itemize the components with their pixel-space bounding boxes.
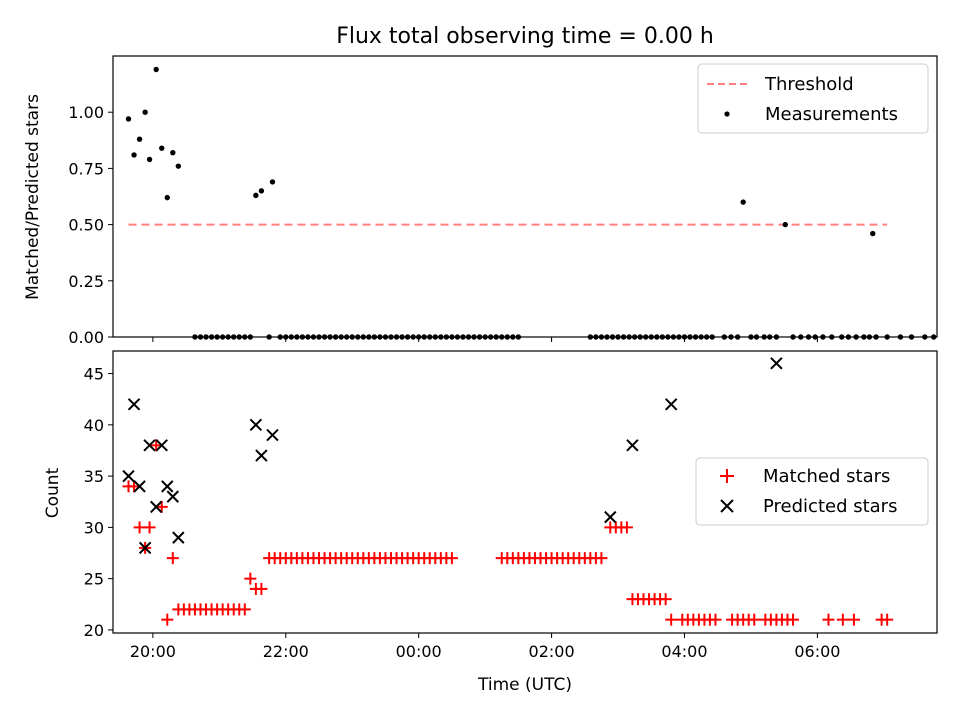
predicted-star-point	[122, 469, 135, 483]
top-y-tick-label: 0.75	[68, 159, 104, 178]
measurement-point	[164, 194, 170, 201]
top-y-tick-label: 0.25	[68, 272, 104, 291]
predicted-star-point	[626, 439, 639, 452]
top-y-tick-label: 0.50	[68, 216, 104, 235]
legend-predicted-label: Predicted stars	[763, 496, 897, 517]
bottom-plot-area: 20 25 30 35 40 45 20:00 22:00 00:00 02:00 04:00 06:…	[84, 357, 894, 661]
measurement-point	[131, 152, 137, 158]
bottom-x-axis-label: Time (UTC)	[477, 675, 572, 695]
measurement-point	[142, 109, 148, 115]
matched-star-point	[238, 603, 251, 616]
predicted-star-point	[770, 357, 783, 370]
predicted-star-point	[127, 398, 141, 411]
matched-star-point	[847, 613, 860, 626]
matched-star-point	[150, 439, 163, 452]
matched-star-point	[143, 521, 156, 534]
matched-star-point	[166, 552, 179, 565]
matched-star-point	[128, 480, 141, 493]
measurement-point	[175, 163, 182, 169]
bottom-x-tick-label: 00:00	[396, 642, 442, 661]
matched-star-point	[665, 613, 678, 626]
predicted-star-point	[664, 398, 678, 411]
matched-star-point	[881, 613, 894, 626]
measurement-point	[159, 145, 165, 151]
bottom-plot-frame	[112, 350, 938, 634]
matched-star-point	[445, 552, 458, 565]
legend-matched-swatch	[720, 469, 734, 483]
predicted-star-point	[155, 439, 168, 452]
top-legend: Threshold Measurements	[697, 63, 929, 134]
measurement-point	[269, 179, 276, 185]
top-y-tick-label: 1.00	[68, 103, 104, 122]
predicted-star-point	[143, 439, 156, 452]
matched-star-point	[836, 613, 849, 626]
predicted-star-point	[166, 490, 180, 503]
matched-star-point	[255, 582, 268, 595]
predicted-star-point	[266, 428, 279, 442]
bottom-x-tick-label: 22:00	[263, 642, 309, 661]
bottom-legend-box	[695, 457, 929, 526]
predicted-star-point	[161, 480, 174, 493]
measurement-point	[170, 149, 176, 156]
predicted-star-point	[138, 541, 152, 555]
matched-star-point	[161, 613, 174, 626]
bottom-y-tick-label: 20	[84, 621, 104, 640]
predicted-star-point	[149, 500, 163, 514]
bottom-x-tick-label: 20:00	[130, 642, 176, 661]
matched-star-point	[659, 593, 672, 606]
matched-star-point	[787, 613, 800, 626]
bottom-x-tick-label: 06:00	[794, 642, 840, 661]
predicted-star-point	[249, 418, 263, 432]
top-plot-frame	[112, 55, 938, 338]
matched-star-point	[709, 613, 722, 626]
measurement-point	[153, 66, 159, 73]
measurement-point	[740, 199, 746, 205]
legend-measurements-swatch	[724, 111, 730, 117]
legend-measurements-label: Measurements	[765, 104, 898, 125]
bottom-legend: Matched stars Predicted stars	[695, 457, 929, 526]
bottom-y-tick-label: 35	[84, 467, 104, 486]
predicted-star-point	[172, 531, 185, 544]
legend-predicted-swatch	[720, 499, 734, 513]
matched-star-point	[155, 500, 168, 513]
matched-star-point	[595, 552, 608, 565]
bottom-y-tick-label: 30	[84, 518, 104, 537]
bottom-y-axis-label: Count	[43, 467, 63, 518]
measurement-point	[258, 188, 265, 194]
bottom-y-tick-label: 25	[84, 570, 104, 589]
predicted-star-point	[133, 480, 146, 493]
matched-star-point	[822, 613, 835, 626]
matched-star-point	[244, 572, 257, 585]
matched-star-point	[748, 613, 761, 626]
bottom-x-tick-label: 04:00	[661, 642, 707, 661]
bottom-y-tick-label: 45	[84, 365, 104, 384]
measurement-point	[782, 221, 788, 228]
measurement-point	[253, 192, 259, 199]
legend-matched-label: Matched stars	[763, 466, 890, 487]
measurement-point	[146, 156, 153, 163]
bottom-y-tick-label: 40	[84, 416, 104, 435]
legend-threshold-label: Threshold	[764, 74, 854, 95]
predicted-star-point	[255, 449, 268, 462]
top-y-tick-label: 0.00	[68, 328, 104, 347]
top-y-axis-label: Matched/Predicted stars	[23, 94, 43, 300]
measurement-point	[870, 230, 876, 237]
top-chart-title: Flux total observing time = 0.00 h	[336, 24, 714, 49]
measurement-point	[125, 116, 132, 122]
bottom-x-tick-label: 02:00	[529, 642, 575, 661]
measurement-point	[136, 136, 143, 142]
matched-star-point	[620, 521, 633, 534]
predicted-star-point	[604, 510, 617, 524]
top-legend-box	[697, 63, 929, 134]
